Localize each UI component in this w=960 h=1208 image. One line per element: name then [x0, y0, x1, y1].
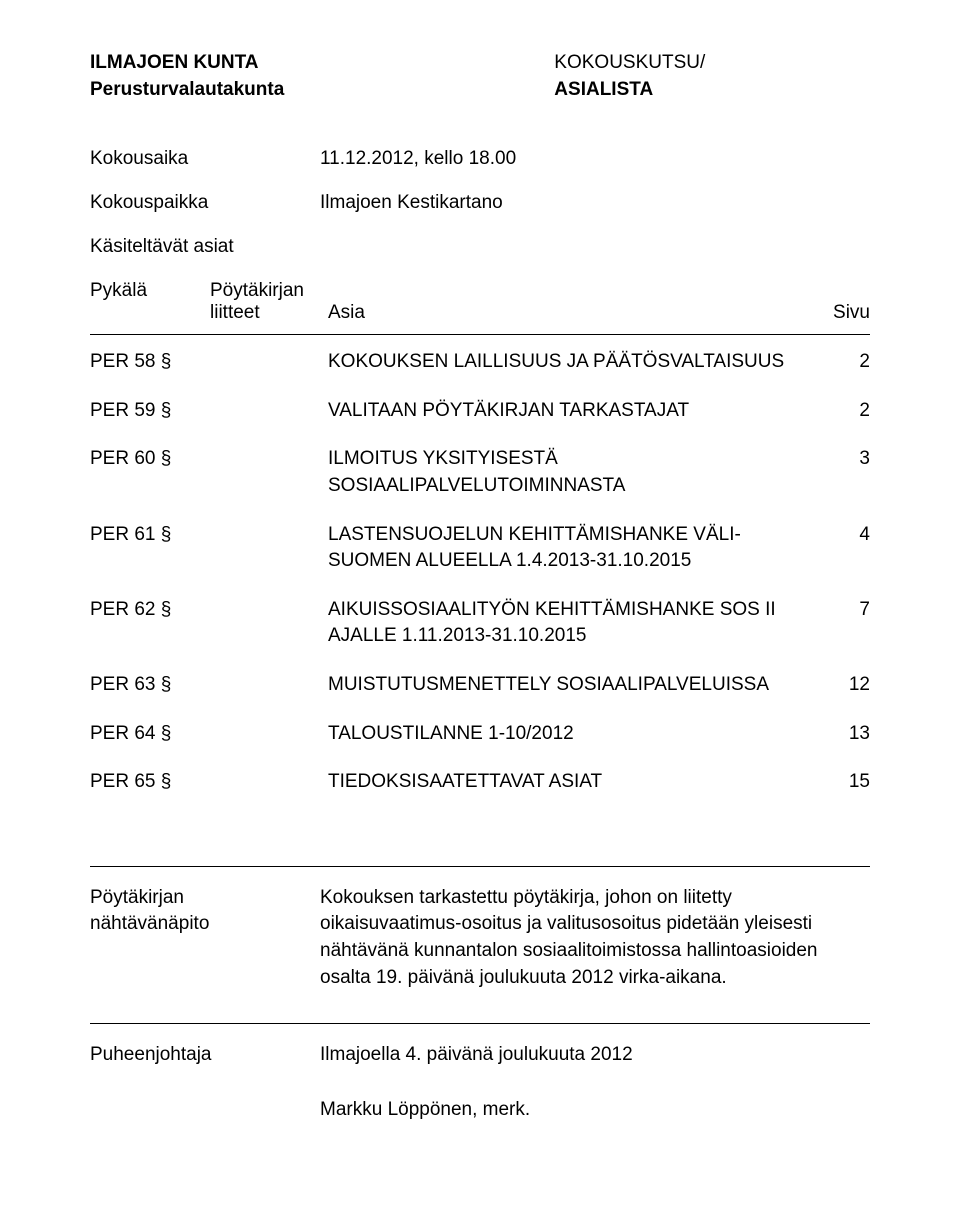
- footer-rule-1: [90, 866, 870, 867]
- agenda-nr: PER 61 §: [90, 522, 210, 549]
- meeting-meta: Kokousaika 11.12.2012, kello 18.00 Kokou…: [90, 148, 870, 214]
- agenda-row: PER 60 § ILMOITUS YKSITYISESTÄ SOSIAALIP…: [90, 446, 870, 499]
- chair-sign: Markku Löppönen, merk.: [320, 1097, 870, 1124]
- handled-heading: Käsiteltävät asiat: [90, 236, 870, 258]
- doc-type-2: ASIALISTA: [554, 77, 705, 104]
- chair-text: Ilmajoella 4. päivänä joulukuuta 2012: [320, 1042, 870, 1069]
- agenda-title: MUISTUTUSMENETTELY SOSIAALIPALVELUISSA: [328, 672, 810, 699]
- meeting-place-value: Ilmajoen Kestikartano: [320, 192, 870, 214]
- agenda-title: LASTENSUOJELUN KEHITTÄMISHANKE VÄLI-SUOM…: [328, 522, 810, 575]
- col-sivu-head: Sivu: [810, 302, 870, 324]
- agenda-nr: PER 58 §: [90, 349, 210, 376]
- agenda-title: TALOUSTILANNE 1-10/2012: [328, 721, 810, 748]
- header-rule: [90, 334, 870, 335]
- minutes-label-2: nähtävänäpito: [90, 911, 320, 938]
- agenda-header-row: Pykälä Pöytäkirjan liitteet Asia Sivu: [90, 280, 870, 324]
- page: ILMAJOEN KUNTA Perusturvalautakunta KOKO…: [0, 0, 960, 1163]
- org-block: ILMAJOEN KUNTA Perusturvalautakunta: [90, 50, 284, 103]
- minutes-availability: Pöytäkirjan nähtävänäpito Kokouksen tark…: [90, 885, 870, 991]
- minutes-text: Kokouksen tarkastettu pöytäkirja, johon …: [320, 885, 870, 991]
- minutes-label-1: Pöytäkirjan: [90, 885, 320, 912]
- agenda-title: KOKOUKSEN LAILLISUUS JA PÄÄTÖSVALTAISUUS: [328, 349, 810, 376]
- chair-body: Ilmajoella 4. päivänä joulukuuta 2012 Ma…: [320, 1042, 870, 1123]
- meeting-time-row: Kokousaika 11.12.2012, kello 18.00: [90, 148, 870, 170]
- agenda-nr: PER 63 §: [90, 672, 210, 699]
- meeting-place-row: Kokouspaikka Ilmajoen Kestikartano: [90, 192, 870, 214]
- agenda-title: TIEDOKSISAATETTAVAT ASIAT: [328, 769, 810, 796]
- minutes-label: Pöytäkirjan nähtävänäpito: [90, 885, 320, 991]
- agenda-nr: PER 64 §: [90, 721, 210, 748]
- meeting-time-label: Kokousaika: [90, 148, 320, 170]
- agenda-row: PER 62 § AIKUISSOSIAALITYÖN KEHITTÄMISHA…: [90, 597, 870, 650]
- col-asia-head: Asia: [328, 302, 810, 324]
- agenda-page: 2: [810, 398, 870, 425]
- doc-type-1: KOKOUSKUTSU/: [554, 50, 705, 77]
- chair-label: Puheenjohtaja: [90, 1042, 320, 1123]
- col-liit-head: Pöytäkirjan liitteet: [210, 280, 328, 324]
- agenda-page: 2: [810, 349, 870, 376]
- agenda-title: AIKUISSOSIAALITYÖN KEHITTÄMISHANKE SOS I…: [328, 597, 810, 650]
- meeting-place-label: Kokouspaikka: [90, 192, 320, 214]
- agenda-nr: PER 59 §: [90, 398, 210, 425]
- board-name: Perusturvalautakunta: [90, 77, 284, 104]
- agenda-page: 7: [810, 597, 870, 624]
- agenda-row: PER 59 § VALITAAN PÖYTÄKIRJAN TARKASTAJA…: [90, 398, 870, 425]
- agenda-nr: PER 60 §: [90, 446, 210, 473]
- org-name: ILMAJOEN KUNTA: [90, 50, 284, 77]
- agenda-row: PER 65 § TIEDOKSISAATETTAVAT ASIAT 15: [90, 769, 870, 796]
- meeting-time-value: 11.12.2012, kello 18.00: [320, 148, 870, 170]
- agenda-page: 12: [810, 672, 870, 699]
- agenda-nr: PER 65 §: [90, 769, 210, 796]
- agenda-title: ILMOITUS YKSITYISESTÄ SOSIAALIPALVELUTOI…: [328, 446, 810, 499]
- agenda-list: PER 58 § KOKOUKSEN LAILLISUUS JA PÄÄTÖSV…: [90, 349, 870, 796]
- agenda-row: PER 58 § KOKOUKSEN LAILLISUUS JA PÄÄTÖSV…: [90, 349, 870, 376]
- agenda-nr: PER 62 §: [90, 597, 210, 624]
- col-pykala-head: Pykälä: [90, 280, 210, 324]
- agenda-page: 4: [810, 522, 870, 549]
- col-liit-head-1: Pöytäkirjan: [210, 280, 320, 302]
- doc-type-block: KOKOUSKUTSU/ ASIALISTA: [554, 50, 705, 103]
- col-liit-head-2: liitteet: [210, 302, 320, 324]
- agenda-page: 3: [810, 446, 870, 473]
- footer-rule-2: [90, 1023, 870, 1024]
- agenda-page: 15: [810, 769, 870, 796]
- agenda-row: PER 64 § TALOUSTILANNE 1-10/2012 13: [90, 721, 870, 748]
- agenda-title: VALITAAN PÖYTÄKIRJAN TARKASTAJAT: [328, 398, 810, 425]
- agenda-row: PER 61 § LASTENSUOJELUN KEHITTÄMISHANKE …: [90, 522, 870, 575]
- agenda-row: PER 63 § MUISTUTUSMENETTELY SOSIAALIPALV…: [90, 672, 870, 699]
- chair-block: Puheenjohtaja Ilmajoella 4. päivänä joul…: [90, 1042, 870, 1123]
- agenda-page: 13: [810, 721, 870, 748]
- document-header: ILMAJOEN KUNTA Perusturvalautakunta KOKO…: [90, 50, 870, 103]
- spacer: [320, 1069, 870, 1097]
